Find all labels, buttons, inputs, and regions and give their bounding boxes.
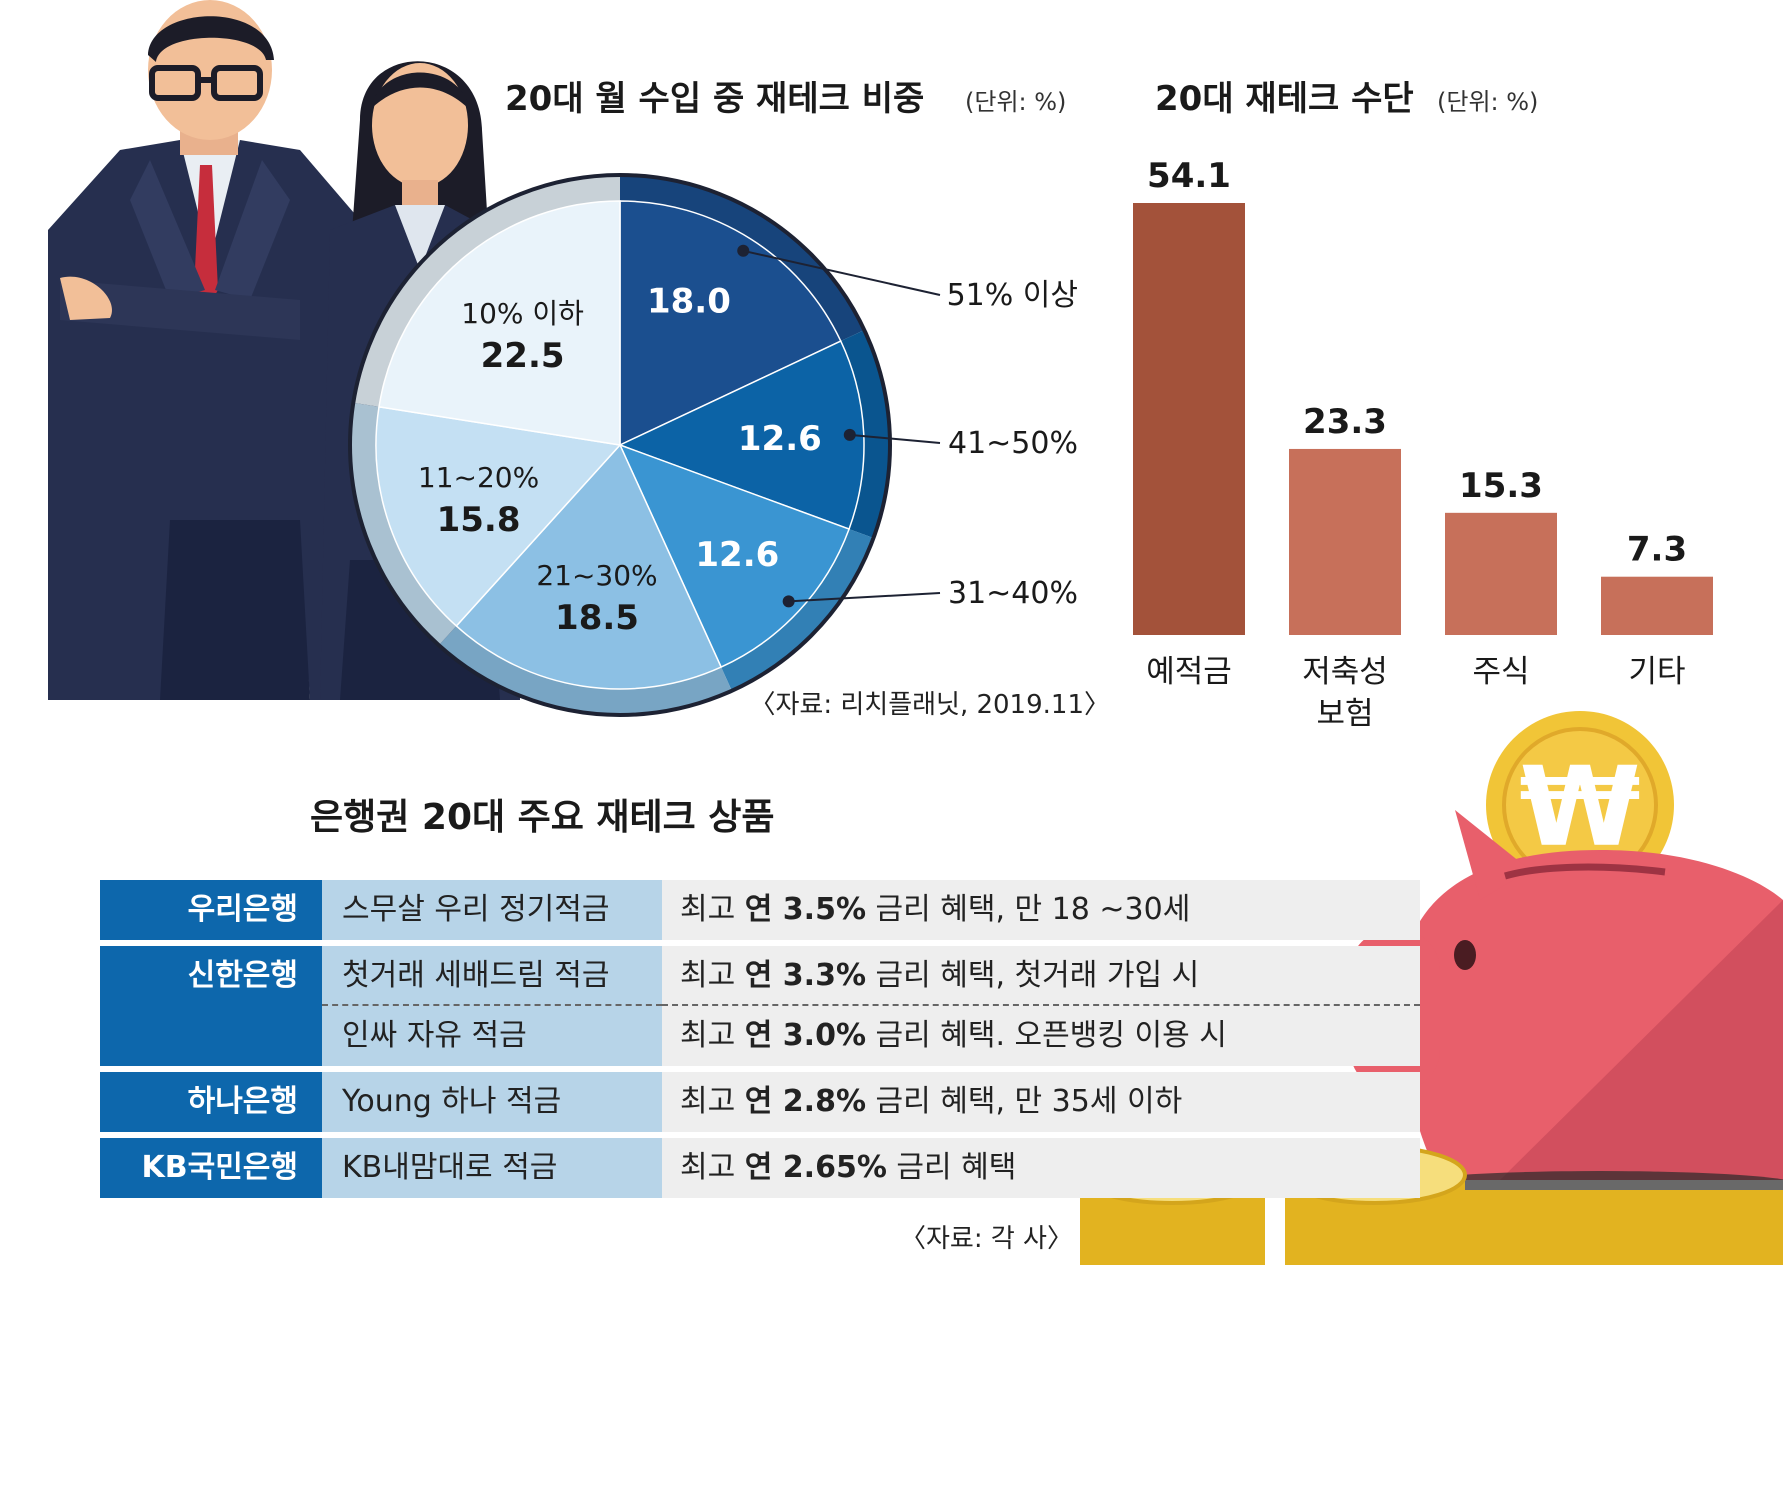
bar-category-label: 주식 (1472, 654, 1529, 690)
rate-value: 연 2.65% (744, 1150, 887, 1185)
pie-slice-label: 11~20% (418, 461, 539, 494)
bar-value-label: 15.3 (1459, 466, 1543, 506)
pie-slice-value: 18.5 (555, 598, 639, 638)
bar-value-label: 23.3 (1303, 402, 1387, 442)
bar-value-label: 54.1 (1147, 156, 1231, 196)
bank-name: KB국민은행 (100, 1138, 322, 1198)
product-benefit: 최고 연 2.8% 금리 혜택, 만 35세 이하 (662, 1072, 1420, 1132)
table-row-kb: KB국민은행 KB내맘대로 적금 최고 연 2.65% 금리 혜택 (100, 1138, 1420, 1198)
won-coin-symbol: ₩ (1519, 743, 1640, 871)
product-name: KB내맘대로 적금 (322, 1138, 662, 1198)
pie-slice-label: 10% 이하 (461, 297, 584, 330)
product-name: 스무살 우리 정기적금 (322, 880, 662, 940)
table-row-hana: 하나은행 Young 하나 적금 최고 연 2.8% 금리 혜택, 만 35세 … (100, 1072, 1420, 1132)
bar (1133, 203, 1245, 635)
pie-outline (348, 173, 892, 717)
rate-value: 연 2.8% (744, 1084, 866, 1119)
product-name: Young 하나 적금 (322, 1072, 662, 1132)
bank-name: 신한은행 (100, 946, 322, 1066)
bar (1289, 448, 1401, 635)
product-benefit: 최고 연 3.5% 금리 혜택, 만 18 ~30세 (662, 880, 1420, 940)
bank-products-table: 우리은행 스무살 우리 정기적금 최고 연 3.5% 금리 혜택, 만 18 ~… (100, 880, 1420, 1204)
product-name: 첫거래 세배드림 적금 (322, 946, 662, 1006)
product-benefit: 최고 연 3.3% 금리 혜택, 첫거래 가입 시 (662, 946, 1420, 1006)
pie-slice-value: 22.5 (481, 336, 565, 376)
table-row-woori: 우리은행 스무살 우리 정기적금 최고 연 3.5% 금리 혜택, 만 18 ~… (100, 880, 1420, 940)
bar-category-label: 기타 (1628, 654, 1685, 690)
pie-slice-value: 18.0 (647, 282, 731, 322)
rate-value: 연 3.0% (744, 1018, 866, 1053)
pie-slice (618, 443, 851, 669)
rate-value: 연 3.5% (744, 892, 866, 927)
pie-slice-value: 12.6 (695, 535, 779, 575)
bar-value-label: 7.3 (1627, 530, 1687, 570)
pie-slice (455, 443, 723, 690)
benefit-cell-group: 최고 연 3.3% 금리 혜택, 첫거래 가입 시 최고 연 3.0% 금리 혜… (662, 946, 1420, 1066)
bar-category-label: 저축성 (1302, 654, 1388, 690)
product-name: 인싸 자유 적금 (342, 1018, 527, 1053)
pie-slice (378, 200, 621, 446)
bank-name: 하나은행 (100, 1072, 322, 1132)
pie-slice-label: 41~50% (948, 426, 1078, 461)
rate-value: 연 3.3% (744, 958, 866, 993)
leader-line (788, 592, 941, 603)
bar (1601, 576, 1713, 635)
bank-name: 우리은행 (100, 880, 322, 940)
pie-slice-label: 31~40% (948, 576, 1078, 611)
pie-slice-value: 15.8 (437, 500, 521, 540)
product-benefit: 최고 연 3.0% 금리 혜택. 오픈뱅킹 이용 시 (680, 1018, 1227, 1053)
pie-slice-label: 21~30% (536, 559, 657, 592)
table-source: 〈자료: 각 사〉 (900, 1224, 1073, 1254)
businessman-illustration (48, 0, 362, 700)
product-cell-group: 첫거래 세배드림 적금 인싸 자유 적금 (322, 946, 662, 1066)
leader-line (849, 433, 941, 444)
bar (1445, 512, 1557, 635)
pie-slice (375, 405, 622, 628)
leader-dot (737, 244, 750, 257)
bar-category-label: 보험 (1316, 696, 1373, 732)
leader-line (743, 249, 941, 296)
product-benefit: 최고 연 2.65% 금리 혜택 (662, 1138, 1420, 1198)
pie-slice (619, 200, 842, 447)
table-row-shinhan: 신한은행 첫거래 세배드림 적금 인싸 자유 적금 최고 연 3.3% 금리 혜… (100, 946, 1420, 1066)
bar-category-label: 예적금 (1146, 654, 1232, 690)
pie-slice (618, 340, 865, 531)
pie-slice-value: 12.6 (738, 419, 822, 459)
pie-slice-label: 51% 이상 (947, 278, 1078, 313)
table-title: 은행권 20대 주요 재테크 상품 (310, 797, 775, 838)
